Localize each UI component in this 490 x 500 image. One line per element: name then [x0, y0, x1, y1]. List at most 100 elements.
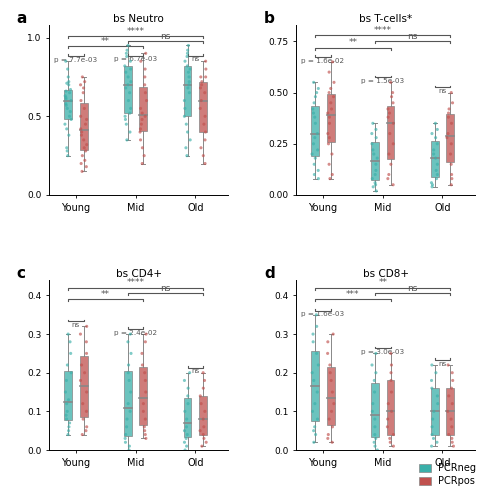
- Title: bs CD4+: bs CD4+: [116, 269, 162, 279]
- Point: [329, 330, 337, 338]
- Point: [184, 400, 192, 407]
- Point: [313, 322, 320, 330]
- Point: [63, 408, 71, 416]
- Point: [369, 146, 377, 154]
- Point: [447, 140, 455, 148]
- Point: [124, 96, 132, 104]
- Point: [141, 112, 149, 120]
- Point: [445, 430, 453, 438]
- Point: [67, 96, 75, 104]
- Point: [196, 392, 204, 400]
- Point: [184, 50, 192, 58]
- Point: [447, 384, 455, 392]
- Point: [330, 400, 338, 407]
- Point: [327, 376, 335, 384]
- Bar: [431, 388, 439, 434]
- Point: [180, 112, 188, 120]
- Point: [444, 113, 452, 121]
- Point: [65, 78, 73, 86]
- Point: [141, 81, 148, 89]
- Point: [389, 99, 397, 107]
- Point: [371, 415, 379, 423]
- Point: [433, 126, 441, 134]
- Point: [312, 120, 319, 128]
- Point: [326, 361, 334, 369]
- Point: [183, 415, 191, 423]
- Point: [202, 438, 210, 446]
- Point: [182, 144, 190, 152]
- Point: [309, 408, 317, 416]
- Point: [183, 430, 191, 438]
- Point: [63, 79, 71, 87]
- Point: [142, 388, 149, 396]
- Point: [432, 120, 440, 128]
- Point: [373, 154, 381, 162]
- Point: [387, 376, 395, 384]
- Text: ns: ns: [160, 32, 171, 41]
- Point: [444, 130, 452, 138]
- Point: [81, 156, 89, 164]
- Bar: [80, 102, 88, 150]
- Point: [432, 166, 440, 174]
- Bar: [446, 114, 454, 162]
- Text: **: **: [348, 38, 357, 48]
- Point: [123, 136, 131, 144]
- Point: [127, 350, 135, 358]
- Point: [384, 415, 392, 423]
- Point: [83, 140, 91, 148]
- Point: [390, 140, 397, 148]
- Point: [122, 438, 129, 446]
- Point: [186, 368, 194, 376]
- Bar: [124, 371, 132, 436]
- Point: [137, 57, 145, 65]
- Point: [433, 140, 441, 148]
- Point: [184, 384, 192, 392]
- Point: [328, 438, 336, 446]
- Point: [384, 400, 392, 407]
- Point: [432, 368, 440, 376]
- Point: [371, 442, 379, 450]
- Point: [122, 120, 130, 128]
- Point: [121, 62, 129, 70]
- Point: [63, 376, 71, 384]
- Point: [61, 120, 69, 128]
- Point: [82, 408, 90, 416]
- Point: [137, 120, 145, 128]
- Point: [371, 170, 379, 178]
- Bar: [387, 380, 394, 434]
- Point: [77, 112, 85, 120]
- Point: [186, 136, 194, 144]
- Bar: [184, 66, 192, 116]
- Point: [64, 152, 72, 160]
- Point: [126, 104, 134, 112]
- Point: [142, 376, 149, 384]
- Point: [430, 408, 438, 416]
- Point: [126, 330, 134, 338]
- Point: [142, 330, 150, 338]
- Point: [142, 434, 150, 442]
- Point: [122, 52, 130, 60]
- Point: [141, 368, 148, 376]
- Text: a: a: [17, 12, 27, 26]
- Bar: [327, 94, 335, 142]
- Point: [66, 419, 74, 427]
- Point: [77, 361, 85, 369]
- Point: [63, 147, 71, 155]
- Point: [62, 100, 70, 108]
- Point: [384, 174, 392, 182]
- Point: [368, 408, 376, 416]
- Point: [201, 408, 209, 416]
- Point: [76, 81, 84, 89]
- Point: [78, 73, 86, 81]
- Point: [63, 125, 71, 133]
- Point: [372, 160, 380, 168]
- Point: [138, 109, 146, 117]
- Point: [368, 140, 376, 148]
- Point: [314, 130, 321, 138]
- Point: [122, 116, 129, 124]
- Point: [143, 96, 150, 104]
- Point: [65, 423, 73, 431]
- Point: [137, 136, 145, 144]
- Point: [370, 150, 378, 158]
- Text: ns: ns: [439, 88, 446, 94]
